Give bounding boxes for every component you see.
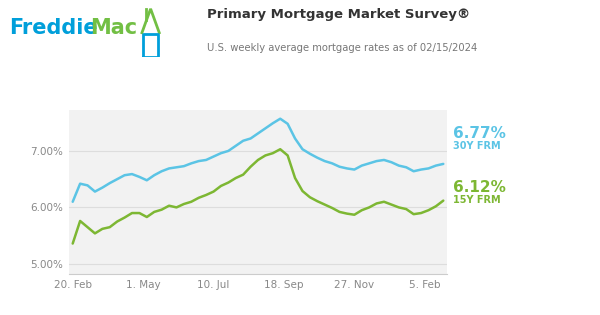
- Text: Primary Mortgage Market Survey®: Primary Mortgage Market Survey®: [207, 8, 470, 21]
- Text: Mac: Mac: [90, 18, 137, 38]
- Text: Freddie: Freddie: [9, 18, 98, 38]
- Text: U.S. weekly average mortgage rates as of 02/15/2024: U.S. weekly average mortgage rates as of…: [207, 43, 477, 53]
- Text: 6.77%: 6.77%: [453, 126, 506, 141]
- Text: 6.12%: 6.12%: [453, 180, 506, 195]
- Text: 15Y FRM: 15Y FRM: [453, 195, 500, 205]
- Text: 30Y FRM: 30Y FRM: [453, 141, 500, 152]
